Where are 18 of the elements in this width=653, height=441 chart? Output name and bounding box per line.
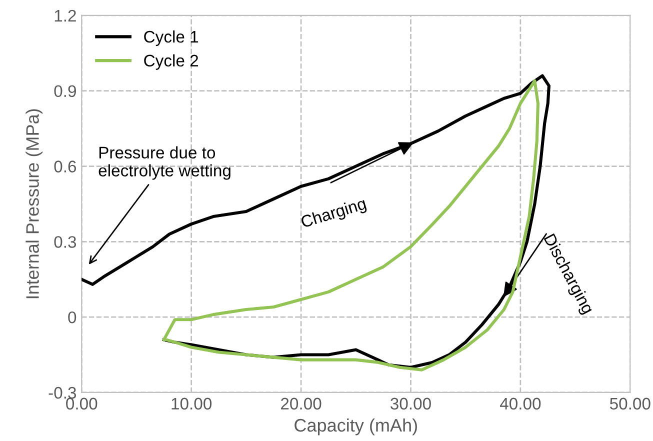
x-tick-label: 30.00 [390, 398, 431, 410]
y-tick-label: 0.6 [54, 160, 76, 172]
annotation: Charging [300, 197, 368, 232]
x-tick-label: 40.00 [500, 398, 541, 410]
legend-label: Cycle 1 [144, 30, 198, 46]
x-tick-label: 0.00 [66, 398, 98, 410]
x-tick-label: 10.00 [172, 398, 212, 410]
y-tick-label: 1.2 [54, 10, 76, 22]
annotation: Pressure due to electrolyte wetting [98, 146, 230, 180]
legend-label: Cycle 2 [144, 54, 198, 70]
y-tick-label: 0.3 [54, 236, 76, 248]
x-tick-label: 50.00 [610, 398, 650, 410]
x-tick-label: 20.00 [281, 398, 322, 410]
x-axis-title: Capacity (mAh) [294, 418, 417, 436]
y-tick-label: -0.3 [48, 386, 76, 399]
y-axis-title: Internal Pressure (MPa) [26, 109, 42, 298]
y-tick-label: 0.9 [54, 85, 76, 98]
y-tick-label: 0 [68, 311, 76, 324]
